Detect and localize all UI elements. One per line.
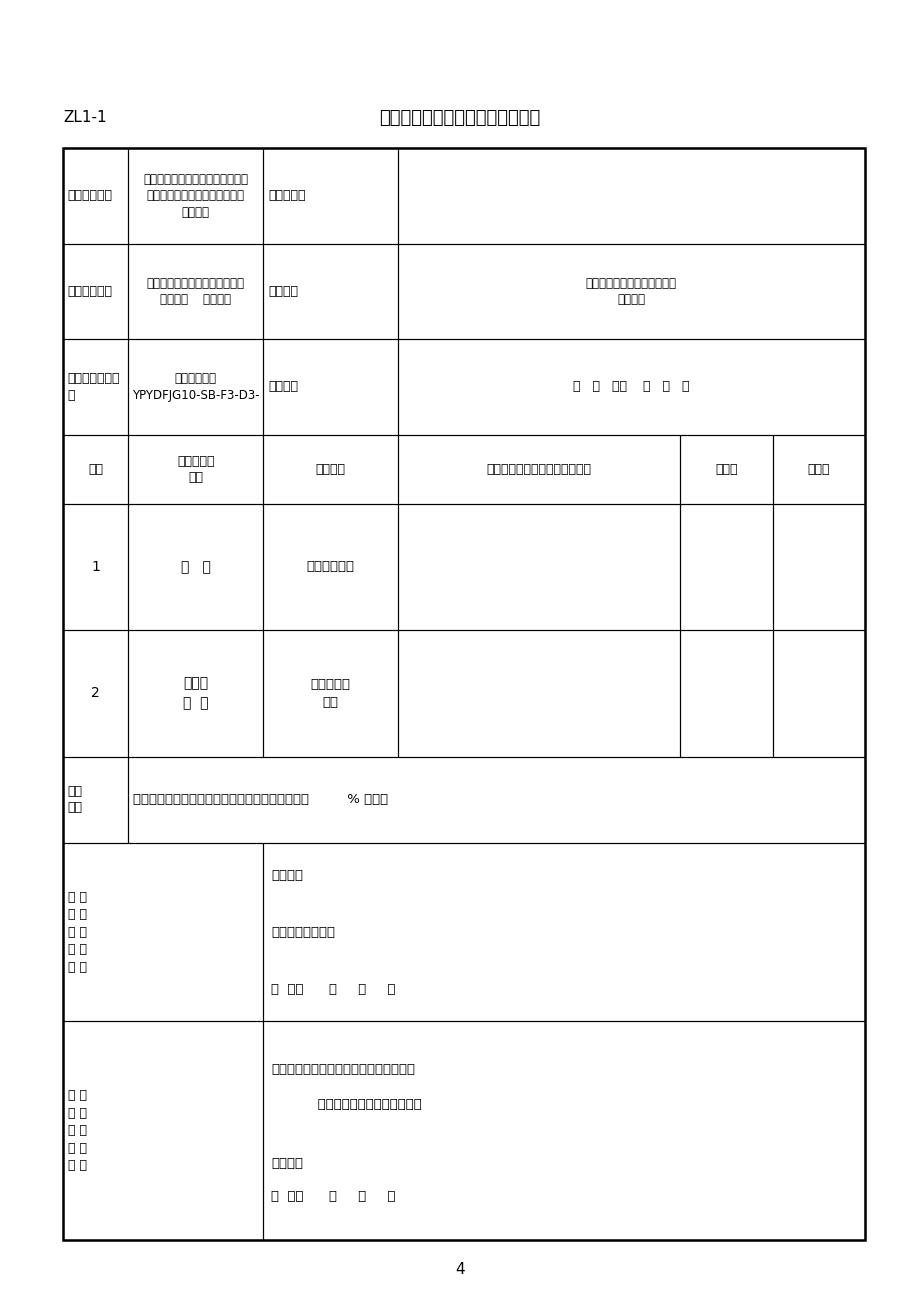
Text: 检查（测）记录或备查资料名称: 检查（测）记录或备查资料名称 [486, 462, 591, 475]
Text: 符合设计要求: 符合设计要求 [306, 560, 354, 573]
Bar [397, 148, 864, 243]
Text: 检查（测）
项目: 检查（测） 项目 [176, 454, 214, 483]
Text: 监 理
单 位
质 量
认 证
等 级: 监 理 单 位 质 量 认 证 等 级 [67, 1090, 86, 1172]
Text: 质量标准: 质量标准 [315, 462, 346, 475]
Bar [263, 243, 397, 339]
Text: 年   月   日～    年   月   日: 年 月 日～ 年 月 日 [573, 380, 689, 393]
Text: 施工单位: 施工单位 [267, 285, 298, 298]
Bar [772, 435, 864, 504]
Bar [397, 630, 679, 756]
Text: 施工日期: 施工日期 [267, 380, 298, 393]
Bar [62, 339, 129, 435]
Bar [397, 243, 864, 339]
Bar [62, 504, 129, 630]
Text: 单元工程量: 单元工程量 [267, 189, 305, 202]
Bar [62, 243, 129, 339]
Bar [397, 435, 679, 504]
Bar [62, 435, 129, 504]
Text: 单元工程名称编
号: 单元工程名称编 号 [67, 372, 119, 401]
Text: 检验
结果: 检验 结果 [67, 785, 83, 814]
Text: 监理机构：山东龙信达咨询监理有限公司: 监理机构：山东龙信达咨询监理有限公司 [271, 1062, 414, 1075]
Bar [679, 435, 772, 504]
Text: 单位工程名称: 单位工程名称 [67, 189, 112, 202]
Bar [263, 504, 397, 630]
Text: 认证人：: 认证人： [271, 1157, 302, 1170]
Bar [679, 504, 772, 630]
Text: 濮阳堤防加固工程第十标段水土
保持工程    临时工程: 濮阳堤防加固工程第十标段水土 保持工程 临时工程 [146, 276, 244, 306]
Bar [129, 630, 263, 756]
Text: 黄河下游近期防洪工程（河南段）
濮阳堤防加固工程第十标段水土
保持工程: 黄河下游近期防洪工程（河南段） 濮阳堤防加固工程第十标段水土 保持工程 [143, 173, 248, 219]
Text: 检查项目质量全部符合质量标准，检测项目合格率         % 以上。: 检查项目质量全部符合质量标准，检测项目合格率 % 以上。 [133, 793, 388, 806]
Text: 施 工
单 位
质 量
评 定
等 级: 施 工 单 位 质 量 评 定 等 级 [67, 891, 86, 974]
Bar [772, 630, 864, 756]
Text: ZL1-1: ZL1-1 [62, 111, 107, 125]
Bar [129, 435, 263, 504]
Bar [397, 339, 864, 435]
Bar [129, 243, 263, 339]
Bar [129, 339, 263, 435]
Text: 序号: 序号 [88, 462, 103, 475]
Text: 分部工程名称: 分部工程名称 [67, 285, 112, 298]
Bar [62, 1021, 263, 1240]
Bar [263, 1021, 864, 1240]
Text: 质检员：: 质检员： [271, 868, 302, 881]
Text: 不小于设计
尺寸: 不小于设计 尺寸 [311, 678, 350, 708]
Text: 临时挡水土埂
YPYDFJG10-SB-F3-D3-: 临时挡水土埂 YPYDFJG10-SB-F3-D3- [131, 372, 259, 401]
Bar [263, 435, 397, 504]
Text: 挡水埂
尺  寸: 挡水埂 尺 寸 [183, 677, 209, 710]
Bar [772, 504, 864, 630]
Text: 1: 1 [91, 560, 100, 574]
Bar [129, 504, 263, 630]
Bar [62, 148, 129, 243]
Text: 日  期：      年     月     日: 日 期： 年 月 日 [271, 983, 395, 996]
Bar [129, 148, 263, 243]
Bar [679, 630, 772, 756]
Bar [62, 630, 129, 756]
Bar [263, 842, 864, 1021]
Bar [263, 339, 397, 435]
Bar [62, 148, 864, 1240]
Text: 日  期：      年     月     日: 日 期： 年 月 日 [271, 1190, 395, 1203]
Bar [263, 148, 397, 243]
Text: 合格率: 合格率 [807, 462, 829, 475]
Text: 2: 2 [91, 686, 100, 700]
Bar [397, 504, 679, 630]
Bar [62, 842, 263, 1021]
Text: 合格数: 合格数 [714, 462, 737, 475]
Bar [129, 756, 864, 842]
Text: 4: 4 [455, 1262, 464, 1277]
Text: 位   置: 位 置 [181, 560, 210, 574]
Bar [62, 756, 129, 842]
Text: 河南省中原水利水电工程集团
有限公司: 河南省中原水利水电工程集团 有限公司 [585, 276, 676, 306]
Text: 临时挡水土埂单元工程质量评定表: 临时挡水土埂单元工程质量评定表 [379, 109, 540, 128]
Text: 河南黄河防洪工程施工监理部: 河南黄河防洪工程施工监理部 [271, 1098, 422, 1111]
Text: 质检部门负责人：: 质检部门负责人： [271, 926, 335, 939]
Bar [263, 630, 397, 756]
